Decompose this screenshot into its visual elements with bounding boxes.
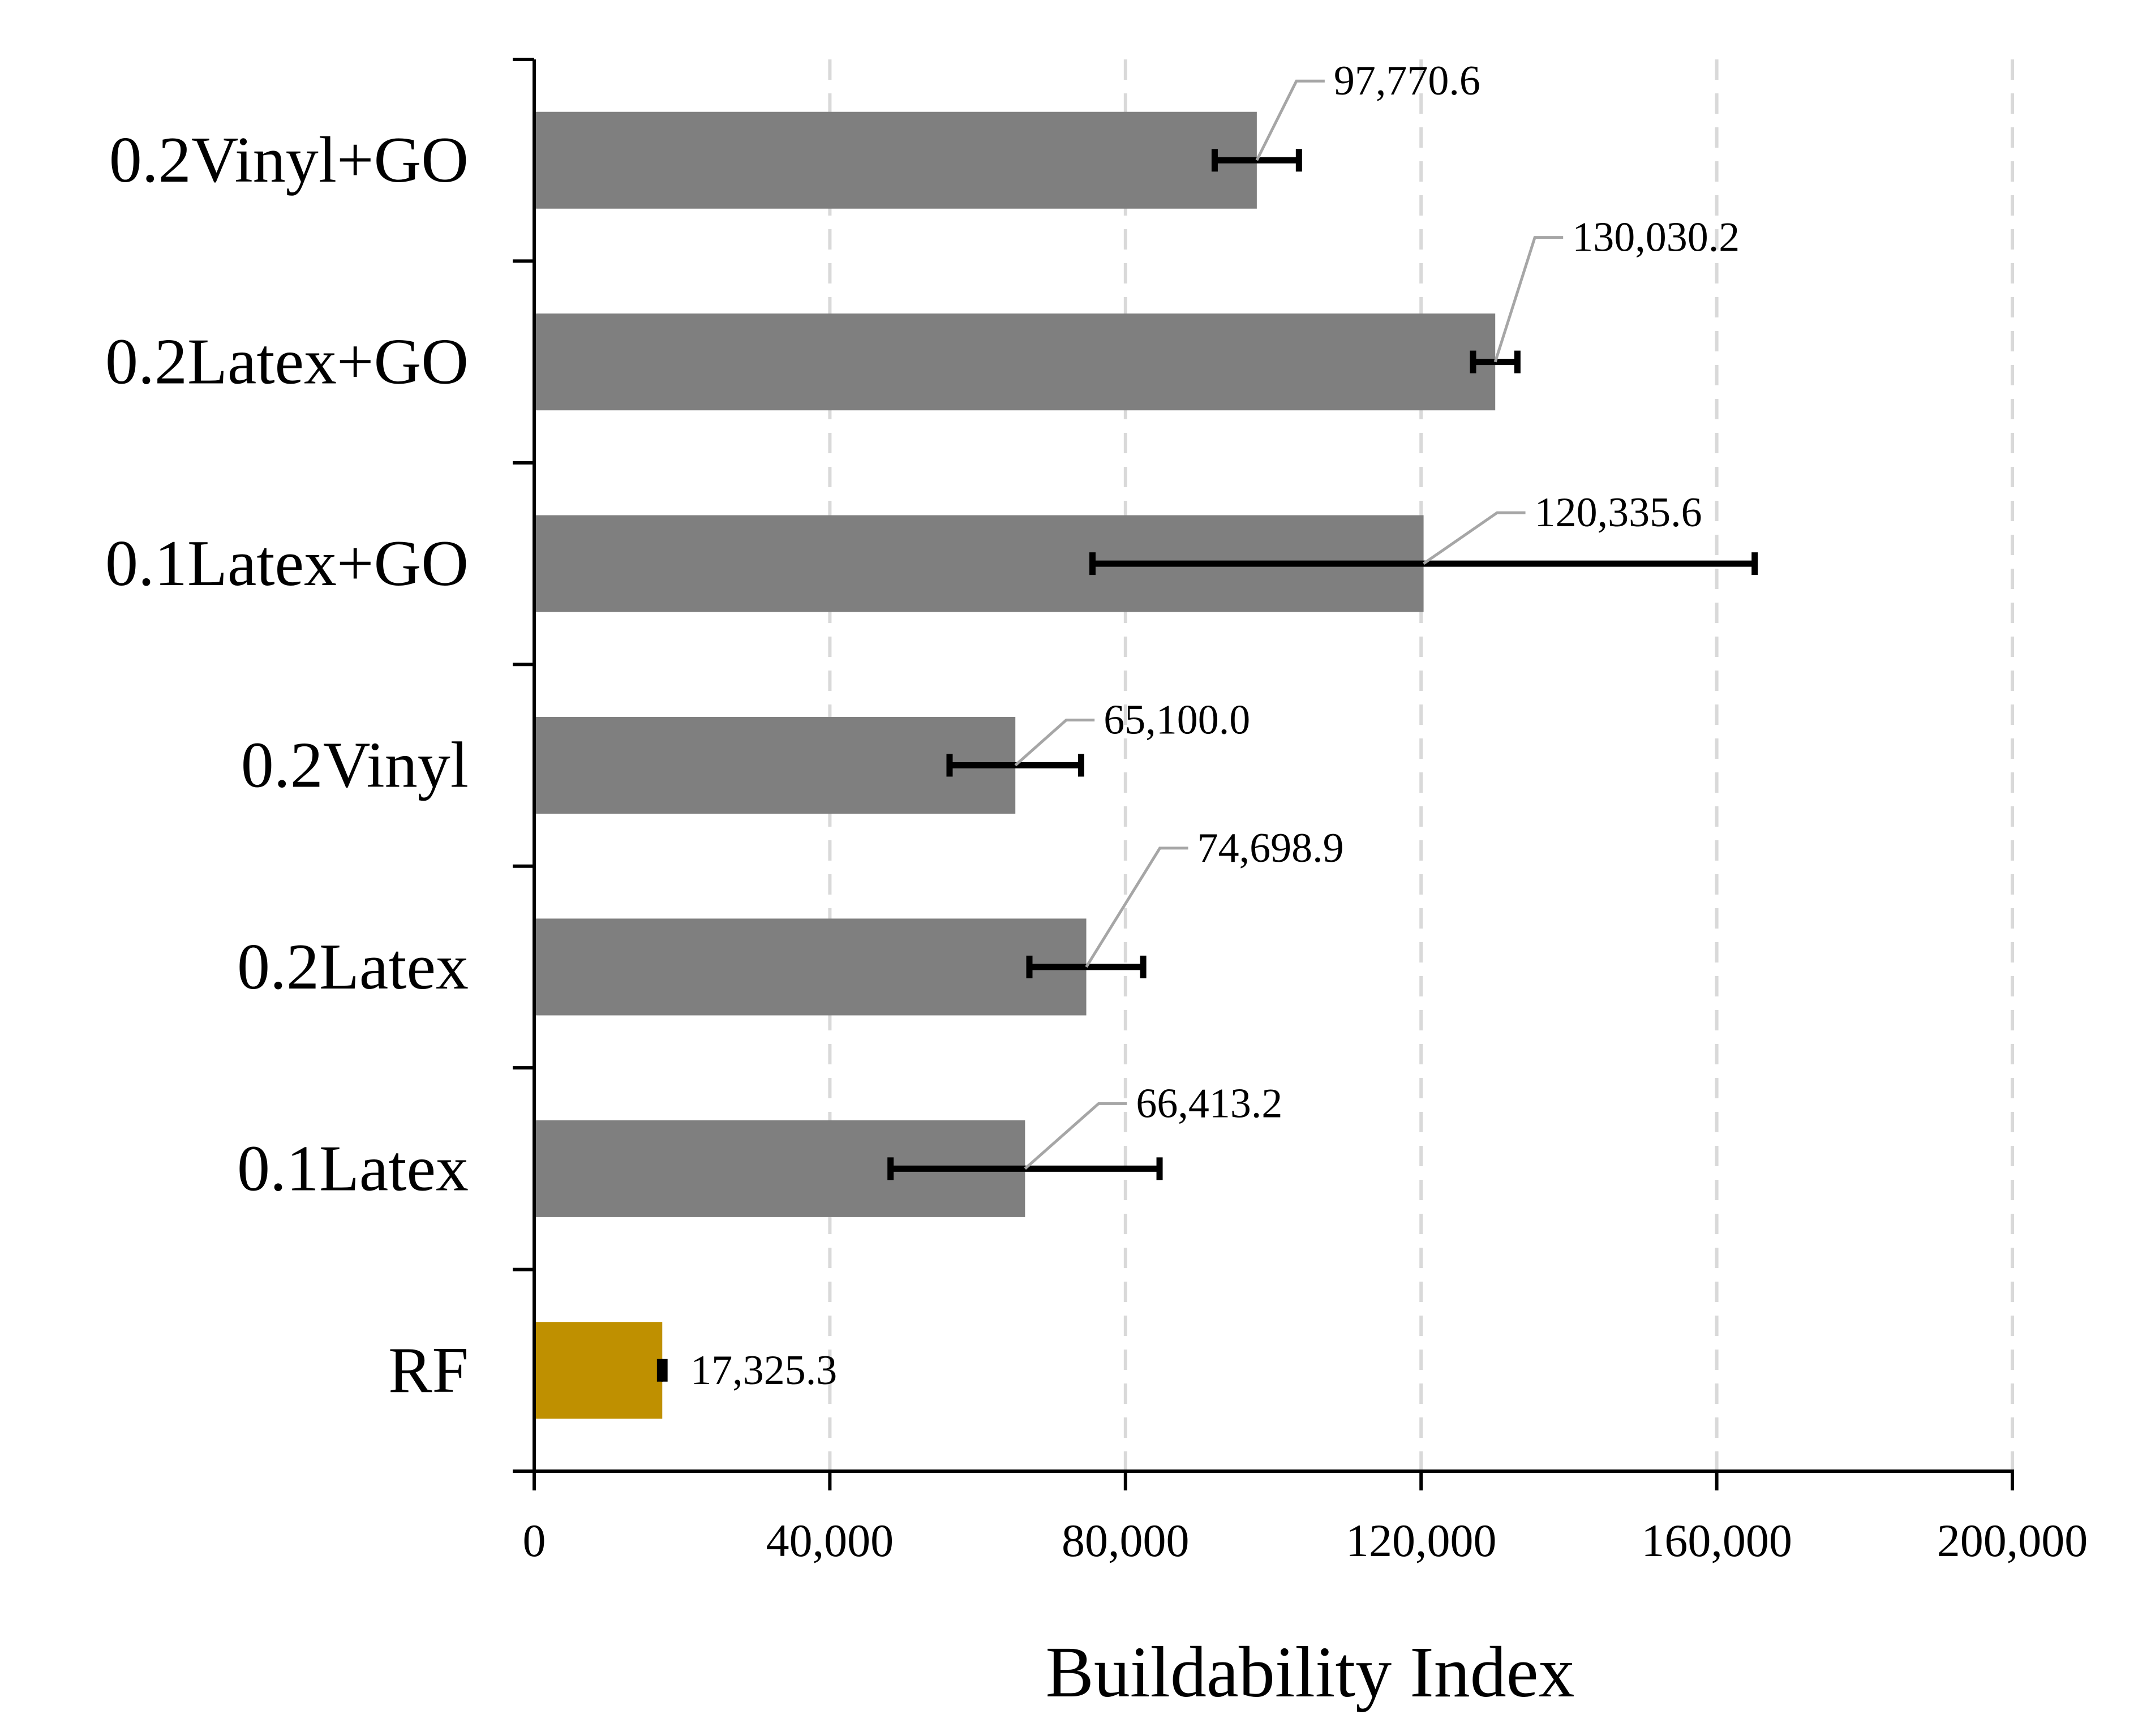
chart-text: 0.2Vinyl+GO 97,770.6 0.2Latex+GO 130,030.2 0… bbox=[105, 58, 2088, 1566]
label-leader-lines bbox=[1014, 79, 1564, 1170]
data-label-4: 74,698.9 bbox=[1197, 825, 1344, 871]
leader-line-0 bbox=[1255, 79, 1325, 161]
x-axis-title: Buildability Index bbox=[1046, 1632, 1575, 1712]
x-tick-label-0: 0 bbox=[523, 1515, 546, 1566]
leader-line-3 bbox=[1014, 719, 1095, 767]
category-label-5: 0.1Latex bbox=[237, 1132, 469, 1205]
data-label-2: 120,335.6 bbox=[1535, 489, 1702, 536]
data-label-3: 65,100.0 bbox=[1104, 697, 1250, 744]
data-label-6: 17,325.3 bbox=[690, 1347, 837, 1394]
x-tick-label-2: 80,000 bbox=[1062, 1515, 1190, 1566]
leader-line-4 bbox=[1085, 846, 1188, 968]
data-label-0: 97,770.6 bbox=[1334, 58, 1480, 104]
leader-line-5 bbox=[1024, 1102, 1127, 1170]
bar-6 bbox=[534, 1322, 663, 1419]
category-label-1: 0.2Latex+GO bbox=[105, 326, 469, 398]
leader-line-1 bbox=[1493, 236, 1564, 363]
leader-line-2 bbox=[1423, 511, 1526, 565]
category-label-4: 0.2Latex bbox=[237, 931, 469, 1003]
category-label-6: RF bbox=[388, 1334, 469, 1407]
category-label-3: 0.2Vinyl bbox=[241, 729, 469, 802]
category-label-2: 0.1Latex+GO bbox=[105, 527, 469, 600]
data-label-5: 66,413.2 bbox=[1136, 1080, 1282, 1127]
bar-1 bbox=[534, 313, 1496, 411]
x-tick-label-5: 200,000 bbox=[1937, 1515, 2088, 1566]
axes bbox=[513, 58, 2014, 1490]
x-tick-label-1: 40,000 bbox=[766, 1515, 894, 1566]
x-tick-label-4: 160,000 bbox=[1641, 1515, 1792, 1566]
x-tick-label-3: 120,000 bbox=[1346, 1515, 1497, 1566]
bar-0 bbox=[534, 111, 1257, 209]
category-label-0: 0.2Vinyl+GO bbox=[109, 124, 469, 196]
data-label-1: 130,030.2 bbox=[1572, 214, 1740, 261]
bar-4 bbox=[534, 918, 1087, 1016]
bar-3 bbox=[534, 716, 1016, 814]
